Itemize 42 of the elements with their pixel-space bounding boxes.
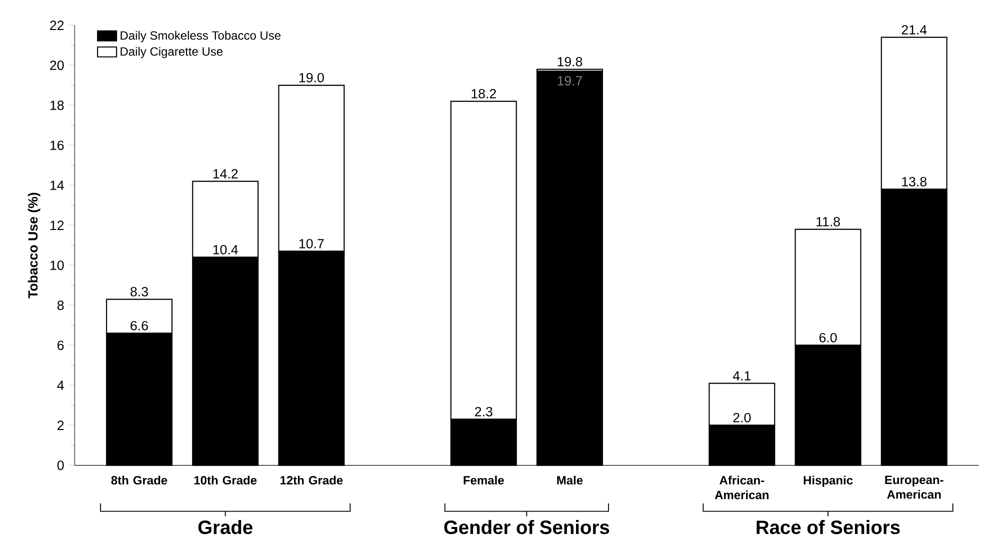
y-tick-label: 8 [57, 300, 64, 310]
y-tick-label: 22 [50, 20, 64, 30]
data-label: 19.7 [558, 76, 582, 86]
text: Grade [198, 520, 252, 534]
text: Race of Seniors [756, 520, 900, 534]
total-label: 21.4 [902, 25, 927, 34]
x-tick-label: African-American [714, 476, 769, 500]
y-tick-label: 0 [57, 460, 64, 470]
legend-label: Daily Smokeless Tobacco Use [120, 30, 281, 42]
x-tick-label: 12th Grade [280, 476, 343, 485]
x-tick-label: Hispanic [804, 476, 853, 487]
y-tick-label: 4 [57, 380, 64, 390]
y-tick-label: 2 [58, 420, 64, 430]
y-tick-label: 16 [50, 140, 64, 150]
data-label: 2.3 [475, 406, 492, 416]
y-tick-label: 6 [58, 340, 64, 350]
y-tick-label: 12 [50, 220, 64, 230]
x-tick-label: Female [464, 476, 504, 485]
x-tick-label: Male [557, 476, 583, 485]
legend-label: Daily Cigarette Use [120, 46, 223, 58]
x-tick-label: 10th Grade [194, 476, 257, 485]
data-label: 6.0 [819, 332, 837, 342]
y-tick-label: 10 [50, 260, 64, 270]
text: Gender of Seniors [444, 520, 610, 534]
total-label: 14.2 [213, 169, 238, 178]
total-label: 19.8 [558, 56, 582, 66]
data-label: 10.7 [299, 238, 324, 248]
total-label: 4.1 [732, 371, 751, 380]
y-axis-title: Tobacco Use (%) [28, 192, 40, 298]
data-label: 10.4 [213, 244, 238, 254]
data-label: 6.6 [130, 320, 148, 330]
data-label: 13.8 [902, 176, 927, 186]
total-label: 19.0 [299, 72, 324, 82]
x-tick-label: European-American [885, 476, 944, 499]
data-label: 2.0 [733, 412, 751, 422]
total-label: 18.2 [472, 88, 496, 98]
y-tick-label: 20 [50, 60, 64, 70]
x-tick-label: 8th Grade [111, 476, 168, 485]
y-tick-label: 14 [50, 180, 64, 190]
total-label: 8.3 [130, 286, 148, 296]
total-label: 11.8 [816, 216, 840, 226]
y-tick-label: 18 [50, 100, 64, 110]
